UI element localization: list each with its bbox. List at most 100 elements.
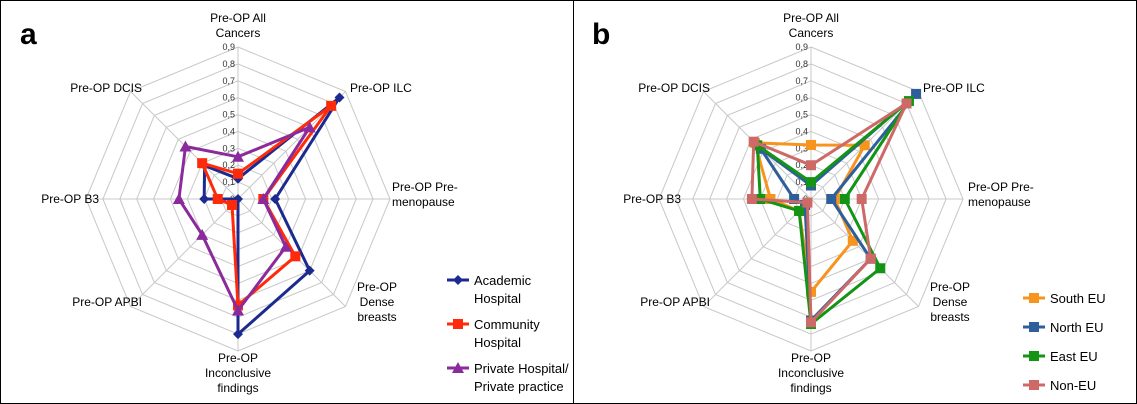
axis-category-label: Pre-OP DCIS: [70, 81, 142, 95]
axis-category-label: Pre-OP Dense breasts: [357, 280, 397, 324]
data-point: [746, 194, 757, 204]
axis-category-label: Pre-OP DCIS: [638, 81, 710, 95]
grid-spoke: [703, 198, 812, 307]
axis-category-label-line: Pre-OP DCIS: [70, 81, 142, 95]
tick-label: 0,6: [795, 93, 808, 103]
axis-category-label: Pre-OP B3: [623, 192, 681, 206]
data-point: [233, 168, 243, 179]
legend-label-line: Community: [474, 317, 540, 332]
tick-label: 0,2: [795, 160, 808, 170]
legend-label-line: Non-EU: [1050, 378, 1096, 393]
data-point: [806, 139, 816, 150]
axis-category-label: Pre-OP Dense breasts: [930, 280, 970, 324]
axis-category-label-line: menopause: [392, 195, 455, 209]
legend-label: East EU: [1050, 349, 1098, 364]
legend-label: Academic Hospital: [474, 273, 532, 306]
axis-category-label: Pre-OP ILC: [350, 81, 412, 95]
axis-category-label-line: Pre-OP B3: [41, 192, 99, 206]
tick-label: 0,2: [222, 160, 235, 170]
tick-label: 0,6: [222, 93, 235, 103]
data-point: [839, 194, 850, 204]
legend-label-line: Academic: [474, 273, 532, 288]
data-point: [257, 193, 270, 204]
legend-label: North EU: [1050, 320, 1103, 335]
axis-category-label-line: Pre-OP ILC: [923, 81, 985, 95]
axis-category-label: Pre-OP Pre-menopause: [392, 180, 458, 209]
data-point: [303, 121, 316, 133]
panel-letter: a: [20, 18, 37, 51]
tick-label: 0,5: [222, 110, 235, 120]
axis-category-label-line: menopause: [968, 195, 1031, 209]
data-point: [334, 92, 345, 103]
axis-category-label-line: findings: [790, 381, 831, 395]
axis-category-label-line: Pre-OP APBI: [72, 295, 142, 309]
tick-label: 0,9: [222, 42, 235, 52]
tick-label: 0,1: [795, 177, 808, 187]
legend-swatch-marker: [1029, 351, 1039, 361]
axis-category-label-line: breasts: [357, 310, 396, 324]
tick-label: 0,1: [222, 177, 235, 187]
data-point: [179, 140, 192, 152]
legend-label-line: Private Hospital/: [474, 361, 569, 376]
data-point: [859, 140, 870, 151]
data-point: [172, 193, 185, 204]
legend-label-line: North EU: [1050, 320, 1103, 335]
legend-swatch-marker: [1029, 322, 1039, 332]
axis-category-label: Pre-OP All Cancers: [210, 11, 266, 40]
axis-category-label-line: Cancers: [216, 26, 261, 40]
data-point: [748, 136, 759, 147]
tick-label: 0,4: [222, 126, 235, 136]
axis-category-label: Pre-OP B3: [41, 192, 99, 206]
axis-category-label: Pre-OP All Cancers: [783, 11, 839, 40]
data-point: [847, 235, 858, 246]
tick-label: 0,7: [795, 76, 808, 86]
legend-swatch-marker: [453, 319, 463, 329]
axis-category-label: Pre-OP Inconclusive findings: [205, 351, 271, 395]
legend-label: Community Hospital: [474, 317, 540, 350]
data-point: [826, 194, 837, 204]
series-3: [746, 98, 912, 328]
data-point: [911, 88, 922, 99]
axis-category-label-line: Pre-OP All: [783, 11, 839, 25]
data-point: [212, 194, 223, 204]
axis-category-label-line: Inconclusive: [778, 366, 844, 380]
tick-label: 0,4: [795, 126, 808, 136]
data-point: [270, 194, 281, 204]
data-point: [197, 158, 208, 169]
axis-category-label-line: Dense: [360, 295, 395, 309]
tick-label: 0,3: [222, 143, 235, 153]
data-point: [304, 265, 315, 276]
axis-category-label-line: Pre-OP ILC: [350, 81, 412, 95]
data-point: [233, 329, 243, 340]
axis-category-label: Pre-OP APBI: [640, 295, 710, 309]
axis-category-label-line: findings: [217, 381, 258, 395]
legend-swatch-marker: [1029, 293, 1039, 303]
series-2: [172, 121, 316, 316]
axis-category-label-line: Pre-OP B3: [623, 192, 681, 206]
axis-category-label-line: Pre-OP: [930, 280, 970, 294]
grid-spoke: [810, 198, 919, 307]
data-point: [326, 100, 337, 111]
data-point: [856, 194, 867, 204]
axis-category-label-line: Pre-OP All: [210, 11, 266, 25]
data-point: [865, 253, 876, 264]
tick-label: 0,7: [222, 76, 235, 86]
axis-category-label-line: Pre-OP: [791, 351, 831, 365]
legend: Academic Hospital Community Hospital Private…: [447, 273, 569, 394]
axis-category-label-line: Pre-OP: [357, 280, 397, 294]
axis-category-label: Pre-OP Pre-menopause: [968, 180, 1034, 209]
data-point: [196, 228, 209, 240]
data-point: [199, 194, 210, 204]
legend-label: Private Hospital/Private practice: [474, 361, 569, 394]
legend-label: Non-EU: [1050, 378, 1096, 393]
panel-letter: b: [592, 18, 610, 51]
data-point: [232, 150, 244, 162]
legend-label: South EU: [1050, 291, 1106, 306]
data-point: [806, 177, 816, 188]
data-point: [227, 199, 238, 210]
